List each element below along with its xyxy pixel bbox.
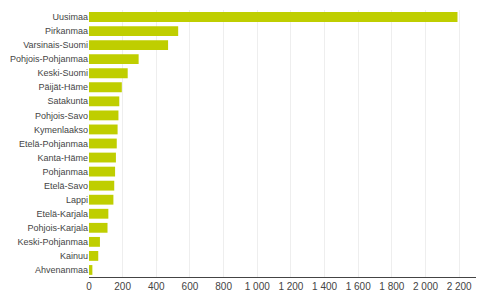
svg-text:Kainuu: Kainuu: [60, 251, 88, 261]
svg-text:Satakunta: Satakunta: [47, 96, 88, 106]
svg-text:Keski-Suomi: Keski-Suomi: [37, 68, 88, 78]
svg-text:Etelä-Karjala: Etelä-Karjala: [36, 209, 88, 219]
svg-text:Pirkanmaa: Pirkanmaa: [45, 26, 88, 36]
svg-text:1 000: 1 000: [245, 281, 270, 292]
svg-text:Varsinais-Suomi: Varsinais-Suomi: [23, 40, 88, 50]
svg-text:600: 600: [182, 281, 199, 292]
svg-text:Uusimaa: Uusimaa: [52, 12, 88, 22]
svg-text:Lappi: Lappi: [66, 195, 88, 205]
svg-text:400: 400: [148, 281, 165, 292]
svg-text:0: 0: [86, 281, 92, 292]
svg-text:Päijät-Häme: Päijät-Häme: [38, 82, 88, 92]
svg-text:Pohjanmaa: Pohjanmaa: [42, 167, 88, 177]
svg-text:Keski-Pohjanmaa: Keski-Pohjanmaa: [17, 237, 88, 247]
svg-text:200: 200: [114, 281, 131, 292]
svg-text:Kanta-Häme: Kanta-Häme: [37, 153, 88, 163]
svg-text:800: 800: [215, 281, 232, 292]
svg-text:Etelä-Pohjanmaa: Etelä-Pohjanmaa: [19, 139, 88, 149]
svg-text:Pohjois-Savo: Pohjois-Savo: [35, 111, 88, 121]
svg-text:1 600: 1 600: [346, 281, 371, 292]
svg-text:Ahvenanmaa: Ahvenanmaa: [35, 265, 88, 275]
svg-text:1 800: 1 800: [379, 281, 404, 292]
svg-text:1 200: 1 200: [278, 281, 303, 292]
svg-text:Pohjois-Karjala: Pohjois-Karjala: [27, 223, 88, 233]
svg-text:2 200: 2 200: [447, 281, 472, 292]
svg-text:1 400: 1 400: [312, 281, 337, 292]
svg-text:Etelä-Savo: Etelä-Savo: [44, 181, 88, 191]
svg-text:2 000: 2 000: [413, 281, 438, 292]
svg-text:Kymenlaakso: Kymenlaakso: [34, 125, 88, 135]
svg-text:Pohjois-Pohjanmaa: Pohjois-Pohjanmaa: [10, 54, 88, 64]
